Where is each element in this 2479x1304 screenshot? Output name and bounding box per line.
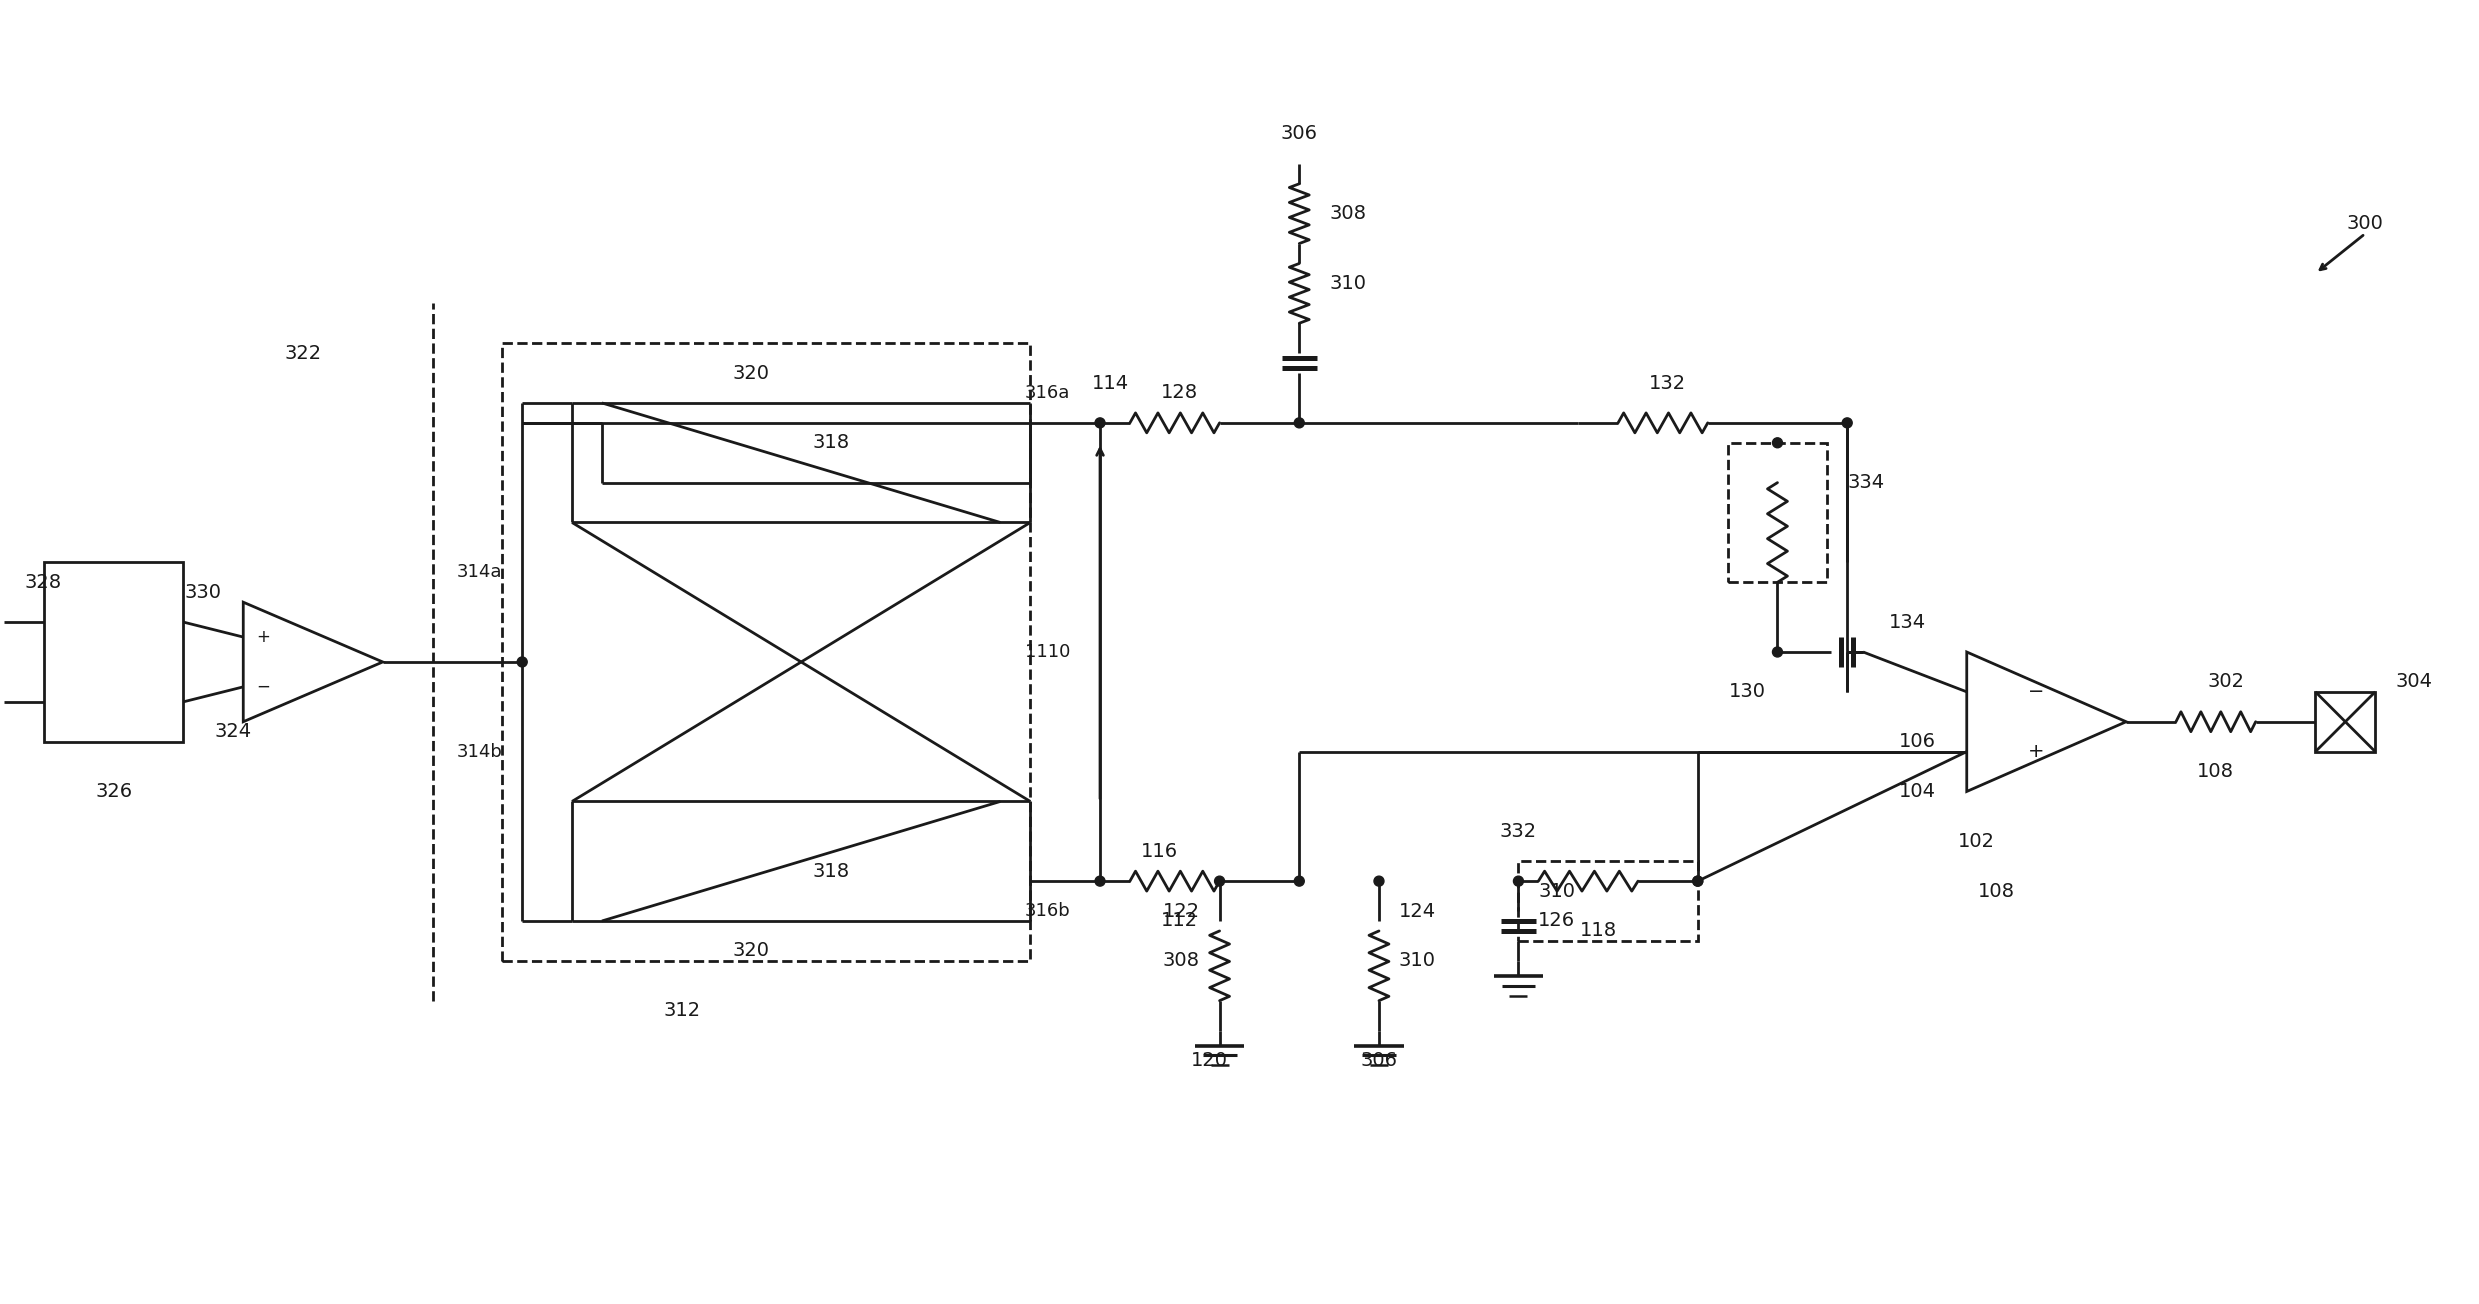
Circle shape [1842, 417, 1852, 428]
Circle shape [1772, 438, 1782, 447]
Text: 314a: 314a [456, 563, 503, 582]
Text: 318: 318 [813, 433, 850, 452]
Text: 330: 330 [186, 583, 223, 601]
Circle shape [1515, 876, 1525, 887]
Text: 112: 112 [1160, 911, 1197, 931]
Text: 102: 102 [1958, 832, 1996, 850]
Text: 312: 312 [662, 1001, 699, 1020]
Text: 300: 300 [2348, 214, 2385, 233]
Text: 316a: 316a [1024, 383, 1071, 402]
Text: 128: 128 [1160, 383, 1197, 403]
Text: 320: 320 [734, 941, 771, 960]
Text: 108: 108 [1978, 882, 2015, 901]
Text: 126: 126 [1539, 911, 1577, 931]
Circle shape [518, 657, 528, 666]
Text: 308: 308 [1163, 952, 1200, 970]
Bar [503, 343, 1031, 961]
Text: 322: 322 [285, 344, 322, 363]
Text: 320: 320 [734, 364, 771, 382]
Circle shape [1294, 417, 1304, 428]
Text: 310: 310 [1329, 274, 1366, 293]
Text: 106: 106 [1899, 732, 1936, 751]
Text: 116: 116 [1140, 842, 1178, 861]
Text: 310: 310 [1398, 952, 1435, 970]
Text: 306: 306 [1361, 1051, 1398, 1071]
Text: 308: 308 [1329, 205, 1366, 223]
Text: −: − [2028, 682, 2045, 702]
Bar [1728, 443, 1827, 583]
Circle shape [1294, 876, 1304, 887]
Text: +: + [255, 629, 270, 645]
Text: 118: 118 [1579, 922, 1616, 940]
Text: 326: 326 [94, 782, 131, 801]
Text: 130: 130 [1728, 682, 1765, 702]
Text: 302: 302 [2206, 673, 2243, 691]
Text: 328: 328 [25, 572, 62, 592]
Circle shape [1096, 417, 1106, 428]
Text: +: + [2028, 742, 2045, 762]
Bar [45, 562, 183, 742]
Text: 120: 120 [1190, 1051, 1227, 1071]
Text: 1110: 1110 [1024, 643, 1071, 661]
Bar [2315, 692, 2375, 751]
Bar [1520, 861, 1698, 941]
Circle shape [1096, 876, 1106, 887]
Text: 314b: 314b [456, 742, 503, 760]
Text: 334: 334 [1847, 473, 1884, 492]
Text: 332: 332 [1500, 822, 1537, 841]
Text: 310: 310 [1539, 882, 1574, 901]
Text: 134: 134 [1889, 613, 1926, 631]
Text: 124: 124 [1398, 901, 1435, 921]
Circle shape [1215, 876, 1225, 887]
Circle shape [1693, 876, 1703, 887]
Text: 114: 114 [1091, 373, 1128, 393]
Text: 122: 122 [1163, 901, 1200, 921]
Text: −: − [255, 678, 270, 696]
Circle shape [1772, 647, 1782, 657]
Text: 132: 132 [1649, 373, 1686, 393]
Text: 318: 318 [813, 862, 850, 880]
Text: 304: 304 [2395, 673, 2432, 691]
Text: 316b: 316b [1024, 902, 1071, 921]
Text: 104: 104 [1899, 782, 1936, 801]
Text: 108: 108 [2196, 762, 2234, 781]
Text: 324: 324 [216, 722, 253, 741]
Circle shape [1693, 876, 1703, 887]
Circle shape [1373, 876, 1383, 887]
Text: 306: 306 [1282, 124, 1319, 143]
